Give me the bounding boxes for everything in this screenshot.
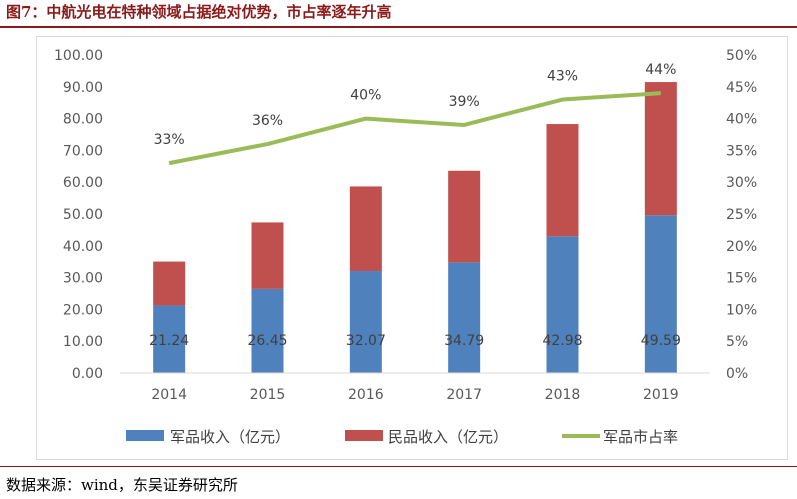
- y-left-tick-label: 60.00: [63, 175, 103, 191]
- y-right-tick-label: 35%: [726, 143, 757, 159]
- y-axis-left: 0.00 10.00 20.00 30.00 40.00 50.00 60.00 70.00 8…: [54, 48, 103, 382]
- line-data-label: 36%: [252, 113, 283, 129]
- bar-data-label: 34.79: [444, 333, 484, 349]
- line-data-label: 40%: [350, 88, 381, 104]
- y-left-tick-label: 40.00: [63, 239, 103, 255]
- bar-data-label: 32.07: [346, 333, 386, 349]
- line-data-label: 33%: [154, 132, 185, 148]
- share-line: [168, 91, 661, 166]
- line-data-label: 39%: [449, 94, 480, 110]
- legend-label: 军品收入（亿元）: [170, 428, 290, 446]
- bar-military-revenue: [153, 305, 186, 373]
- x-tick-label: 2018: [545, 387, 581, 403]
- x-tick-label: 2014: [151, 387, 187, 403]
- y-right-tick-label: 45%: [726, 80, 757, 96]
- data-labels: 21.24 26.45 32.07 34.79 42.98 49.59 33% 36% 40% 3…: [149, 62, 681, 349]
- legend-label: 军品市占率: [603, 428, 678, 446]
- y-left-tick-label: 10.00: [63, 334, 103, 350]
- x-tick-label: 2017: [446, 387, 482, 403]
- bar-data-label: 21.24: [149, 333, 189, 349]
- bar-civil-revenue: [448, 170, 481, 263]
- y-right-tick-label: 15%: [726, 271, 757, 287]
- x-tick-label: 2019: [643, 387, 679, 403]
- bar-civil-revenue: [251, 222, 284, 289]
- y-left-tick-label: 70.00: [63, 143, 103, 159]
- y-right-tick-label: 0%: [726, 366, 748, 382]
- y-right-tick-label: 25%: [726, 207, 757, 223]
- bar-military-revenue: [644, 215, 677, 373]
- source-note: 数据来源：wind，东吴证券研究所: [6, 476, 238, 494]
- bar-civil-revenue: [349, 186, 382, 272]
- y-right-tick-label: 50%: [726, 48, 757, 64]
- title-rule: [0, 26, 797, 28]
- bar-data-label: 26.45: [247, 333, 287, 349]
- figure-title: 图7：中航光电在特种领域占据绝对优势，市占率逐年升高: [6, 3, 392, 21]
- legend-swatch: [345, 430, 383, 441]
- y-left-tick-label: 20.00: [63, 302, 103, 318]
- legend: 军品收入（亿元） 民品收入（亿元） 军品市占率: [126, 428, 678, 446]
- y-left-tick-label: 0.00: [72, 366, 103, 382]
- y-right-tick-label: 5%: [726, 334, 748, 350]
- y-right-tick-label: 10%: [726, 302, 757, 318]
- legend-label: 民品收入（亿元）: [388, 428, 508, 446]
- bar-military-revenue: [448, 262, 481, 373]
- y-left-tick-label: 100.00: [54, 48, 103, 64]
- y-right-tick-label: 20%: [726, 239, 757, 255]
- y-left-tick-label: 30.00: [63, 271, 103, 287]
- line-data-label: 43%: [547, 69, 578, 85]
- y-right-tick-label: 30%: [726, 175, 757, 191]
- bars: [153, 82, 677, 373]
- line-data-label: 44%: [645, 62, 676, 78]
- y-left-tick-label: 50.00: [63, 207, 103, 223]
- x-axis: 2014 2015 2016 2017 2018 2019: [120, 372, 710, 403]
- y-left-tick-label: 80.00: [63, 112, 103, 128]
- bar-military-revenue: [251, 288, 284, 373]
- bar-military-revenue: [349, 271, 382, 373]
- bar-data-label: 42.98: [542, 333, 582, 349]
- source-rule: [0, 466, 797, 467]
- y-axis-right: 0% 5% 10% 15% 20% 25% 30% 35% 40% 45% 50%: [726, 48, 757, 382]
- chart-frame: [36, 36, 788, 460]
- x-tick-label: 2015: [250, 387, 286, 403]
- bar-civil-revenue: [153, 261, 186, 306]
- legend-swatch: [126, 430, 164, 441]
- bar-data-label: 49.59: [641, 333, 681, 349]
- bar-military-revenue: [546, 236, 579, 373]
- y-left-tick-label: 90.00: [63, 80, 103, 96]
- bar-civil-revenue: [546, 124, 579, 237]
- y-right-tick-label: 40%: [726, 112, 757, 128]
- share-line-path: [168, 91, 661, 166]
- x-tick-label: 2016: [348, 387, 384, 403]
- bar-civil-revenue: [644, 82, 677, 216]
